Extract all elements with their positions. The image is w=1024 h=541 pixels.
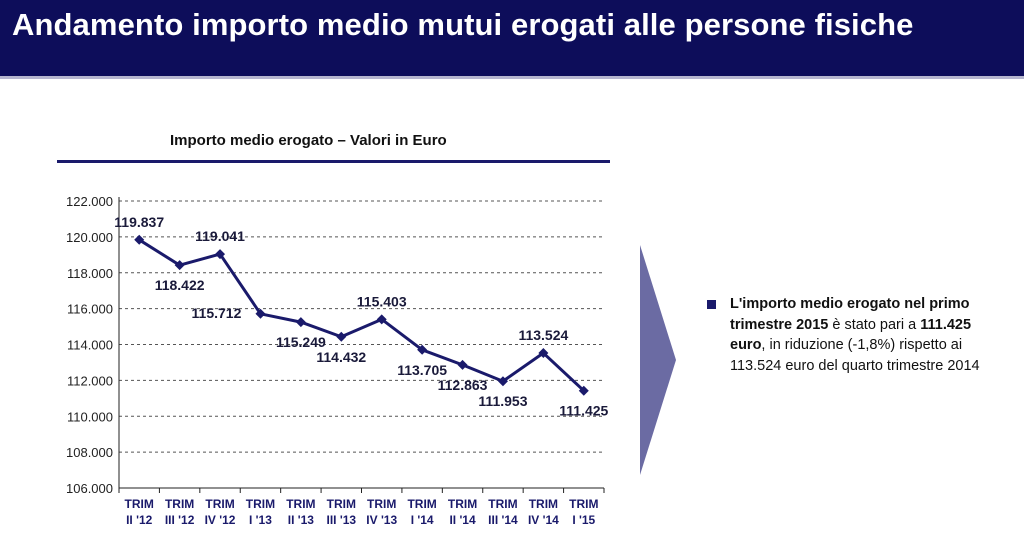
data-label: 114.432 [316,349,366,365]
header-bar: Andamento importo medio mutui erogati al… [0,0,1024,79]
x-tick-label: III '14 [488,513,518,527]
data-label: 115.712 [192,305,242,321]
x-tick-label: II '12 [126,513,153,527]
x-tick-label: IV '12 [205,513,236,527]
summary-text-run: è stato pari a [828,316,921,333]
summary-text: L'importo medio erogato nel primo trimes… [730,294,1007,376]
data-point-marker [417,344,428,355]
x-tick-label: II '13 [288,513,315,527]
x-tick-label: TRIM [448,497,477,511]
summary-text-bold: 111.425 euro [730,316,972,354]
x-tick-label: III '12 [165,513,195,527]
data-point-marker [215,249,226,260]
data-label: 119.041 [195,228,245,244]
y-tick-label: 112.000 [67,373,113,388]
summary-text-run: , in riduzione (-1,8%) rispetto ai 113.5… [730,337,980,374]
x-tick-label: I '15 [572,513,595,527]
x-tick-label: TRIM [327,497,356,511]
x-tick-label: IV '13 [366,513,397,527]
y-tick-label: 108.000 [66,445,113,460]
y-tick-label: 120.000 [66,230,113,245]
y-tick-label: 122.000 [66,194,113,209]
arrow-right-icon [640,245,676,475]
data-label: 111.425 [559,403,608,419]
data-label: 113.705 [397,362,447,378]
x-tick-label: TRIM [569,497,598,511]
data-point-marker [336,331,347,342]
y-tick-label: 114.000 [67,338,113,353]
y-tick-label: 106.000 [66,481,113,496]
x-tick-label: TRIM [205,497,234,511]
title-divider [57,160,610,163]
chart-title: Importo medio erogato – Valori in Euro [170,132,447,149]
page-title: Andamento importo medio mutui erogati al… [12,7,914,42]
x-tick-label: TRIM [529,497,558,511]
x-tick-label: II '14 [449,513,476,527]
summary-text-bold: L'importo medio erogato nel primo trimes… [730,296,970,333]
x-tick-label: III '13 [327,513,357,527]
data-label: 118.422 [155,277,205,293]
data-label: 113.524 [518,327,568,343]
data-label: 115.403 [357,293,407,309]
x-tick-label: TRIM [407,497,436,511]
data-point-marker [376,314,387,325]
x-tick-label: I '13 [249,513,272,527]
data-point-marker [457,359,468,370]
y-tick-label: 116.000 [67,302,113,317]
x-tick-label: TRIM [246,497,275,511]
x-tick-label: TRIM [488,497,517,511]
data-point-marker [174,260,185,271]
y-tick-label: 118.000 [67,266,113,281]
data-point-marker [578,385,589,396]
y-tick-label: 110.000 [67,409,113,424]
summary-note: L'importo medio erogato nel primo trimes… [707,294,1007,376]
data-label: 112.863 [438,377,488,393]
x-tick-label: IV '14 [528,513,559,527]
series-line [138,238,585,392]
bullet-square-icon [707,300,716,309]
data-point-marker [255,308,266,319]
x-tick-label: TRIM [367,497,396,511]
x-tick-label: TRIM [125,497,154,511]
data-label: 119.837 [114,214,164,230]
x-tick-label: TRIM [165,497,194,511]
data-point-marker [497,376,508,387]
data-label: 115.249 [276,334,326,350]
data-point-marker [295,317,306,328]
data-point-marker [134,234,145,245]
x-tick-label: I '14 [411,513,434,527]
data-label: 111.953 [478,393,527,409]
line-chart: 106.000 108.000 110.000 112.000 114.000 116.0… [66,194,609,527]
data-point-marker [538,348,549,359]
x-tick-label: TRIM [286,497,315,511]
